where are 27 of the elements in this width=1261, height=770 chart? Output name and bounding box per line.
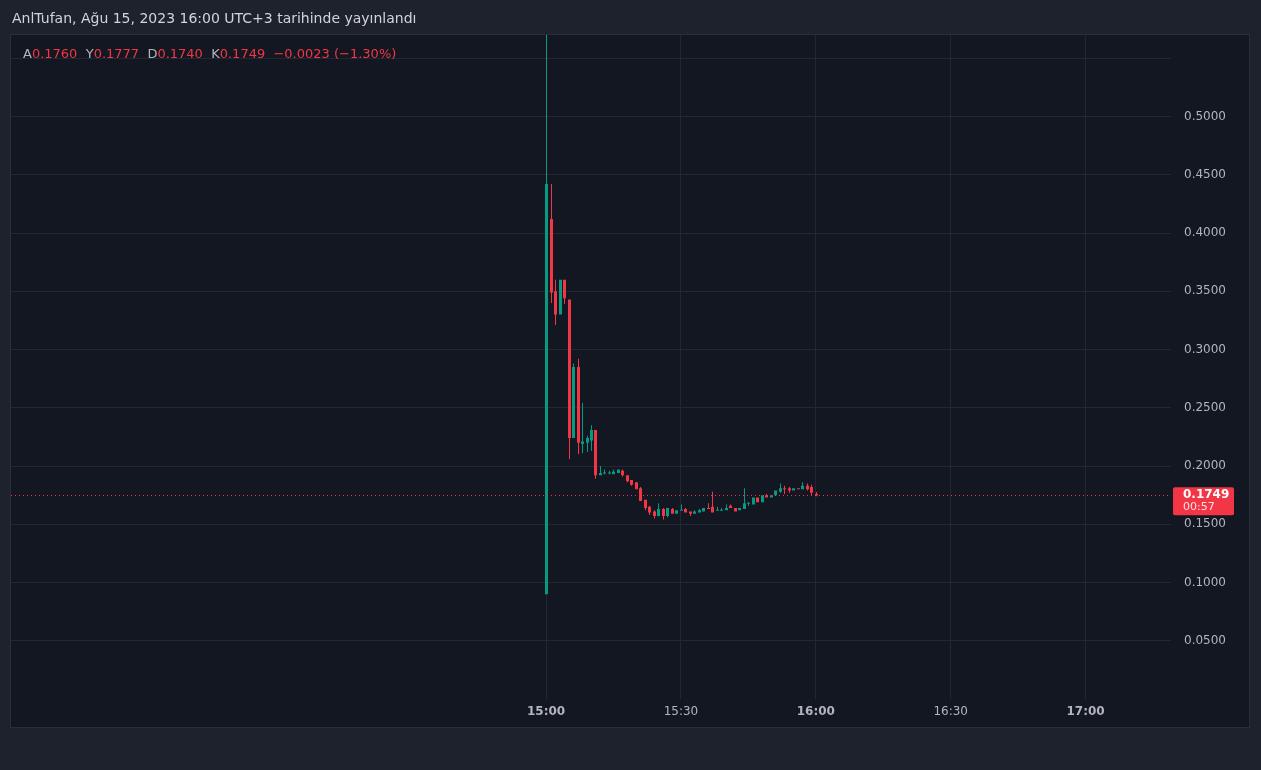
text: A0.1760 Y0.1777 D0.1740 K0.1749 −0.0023 (−1.30%): [23, 46, 397, 61]
candlestick: [680, 504, 683, 511]
candlestick: [581, 403, 584, 454]
y-tick-label: 0.0500: [1184, 632, 1226, 647]
y-tick-label: 0.3000: [1184, 341, 1226, 356]
candlestick: [716, 506, 719, 511]
chart-title: AnlTufan, Ağu 15, 2023 16:00 UTC+3 tarihinde yayınlandı: [12, 10, 417, 26]
x-tick-label: 15:30: [663, 704, 699, 719]
x-tick-label: 17:00: [1066, 704, 1105, 719]
y-tick-label: 0.4500: [1184, 166, 1226, 181]
candlestick: [779, 483, 782, 493]
y-tick-label: 0.4000: [1184, 225, 1226, 240]
x-tick-label: 16:00: [796, 704, 835, 719]
y-tick-label: 0.1500: [1184, 516, 1226, 531]
ref-line-label: 0.1749: [1183, 487, 1230, 502]
y-tick-label: 0.2500: [1184, 399, 1226, 414]
candlestick: [720, 507, 723, 511]
text: 00:57: [1183, 500, 1215, 514]
x-tick-label: 16:30: [933, 704, 968, 719]
candlestick: [698, 509, 701, 513]
candlestick: [689, 511, 692, 517]
candlestick: [693, 510, 696, 514]
y-tick-label: 0.1000: [1184, 574, 1226, 589]
x-tick-label: 15:00: [526, 704, 566, 719]
y-tick-label: 0.3500: [1184, 283, 1226, 298]
y-tick-label: 0.2000: [1184, 458, 1226, 473]
y-tick-label: 0.5000: [1184, 108, 1226, 123]
